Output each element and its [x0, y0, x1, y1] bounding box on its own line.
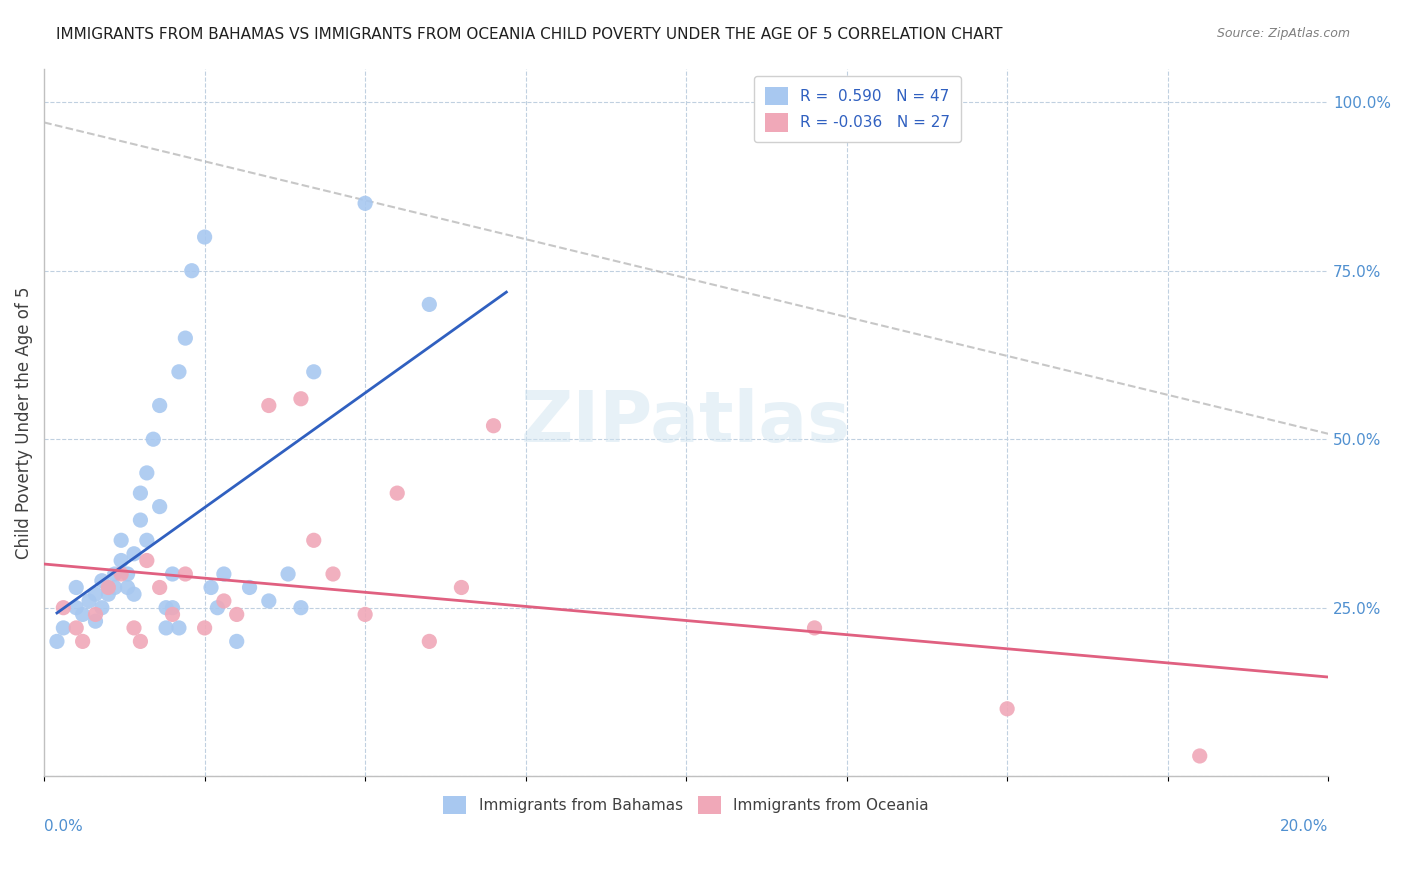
Point — [46, 634, 69, 648]
Point — [122, 587, 145, 601]
Point — [212, 594, 235, 608]
Point — [110, 566, 132, 581]
Point — [194, 230, 217, 244]
Point — [322, 566, 344, 581]
Point — [149, 399, 172, 413]
Point — [97, 587, 120, 601]
Point — [207, 600, 229, 615]
Point — [65, 621, 87, 635]
Point — [167, 365, 190, 379]
Point — [257, 399, 280, 413]
Point — [129, 486, 152, 500]
Point — [290, 392, 312, 406]
Point — [129, 513, 152, 527]
Point — [65, 600, 87, 615]
Point — [149, 581, 172, 595]
Point — [162, 607, 184, 622]
Point — [84, 607, 107, 622]
Point — [117, 566, 139, 581]
Point — [180, 263, 202, 277]
Point — [90, 600, 112, 615]
Point — [84, 587, 107, 601]
Point — [135, 533, 157, 548]
Point — [162, 566, 184, 581]
Point — [110, 553, 132, 567]
Point — [302, 533, 325, 548]
Point — [803, 621, 825, 635]
Legend: Immigrants from Bahamas, Immigrants from Oceania: Immigrants from Bahamas, Immigrants from… — [433, 785, 939, 825]
Point — [174, 566, 197, 581]
Point — [995, 702, 1018, 716]
Point — [155, 600, 177, 615]
Point — [354, 607, 377, 622]
Text: 20.0%: 20.0% — [1279, 819, 1329, 834]
Point — [104, 581, 127, 595]
Point — [482, 418, 505, 433]
Point — [149, 500, 172, 514]
Point — [174, 331, 197, 345]
Y-axis label: Child Poverty Under the Age of 5: Child Poverty Under the Age of 5 — [15, 286, 32, 558]
Point — [450, 581, 472, 595]
Point — [290, 600, 312, 615]
Point — [200, 581, 222, 595]
Point — [194, 621, 217, 635]
Point — [117, 581, 139, 595]
Point — [97, 581, 120, 595]
Point — [225, 634, 247, 648]
Point — [72, 607, 94, 622]
Point — [418, 297, 440, 311]
Point — [257, 594, 280, 608]
Text: 0.0%: 0.0% — [44, 819, 83, 834]
Point — [122, 547, 145, 561]
Text: Source: ZipAtlas.com: Source: ZipAtlas.com — [1216, 27, 1350, 40]
Point — [225, 607, 247, 622]
Point — [122, 621, 145, 635]
Point — [1188, 749, 1211, 764]
Point — [84, 614, 107, 628]
Point — [129, 634, 152, 648]
Point — [65, 581, 87, 595]
Point — [72, 634, 94, 648]
Point — [167, 621, 190, 635]
Point — [238, 581, 260, 595]
Point — [277, 566, 299, 581]
Point — [387, 486, 409, 500]
Point — [418, 634, 440, 648]
Point — [212, 566, 235, 581]
Point — [77, 594, 100, 608]
Point — [52, 600, 75, 615]
Point — [135, 466, 157, 480]
Point — [135, 553, 157, 567]
Point — [142, 432, 165, 446]
Text: IMMIGRANTS FROM BAHAMAS VS IMMIGRANTS FROM OCEANIA CHILD POVERTY UNDER THE AGE O: IMMIGRANTS FROM BAHAMAS VS IMMIGRANTS FR… — [56, 27, 1002, 42]
Point — [90, 574, 112, 588]
Point — [104, 566, 127, 581]
Point — [354, 196, 377, 211]
Point — [155, 621, 177, 635]
Point — [110, 533, 132, 548]
Point — [52, 621, 75, 635]
Point — [162, 600, 184, 615]
Point — [97, 581, 120, 595]
Point — [302, 365, 325, 379]
Text: ZIPatlas: ZIPatlas — [522, 388, 851, 457]
